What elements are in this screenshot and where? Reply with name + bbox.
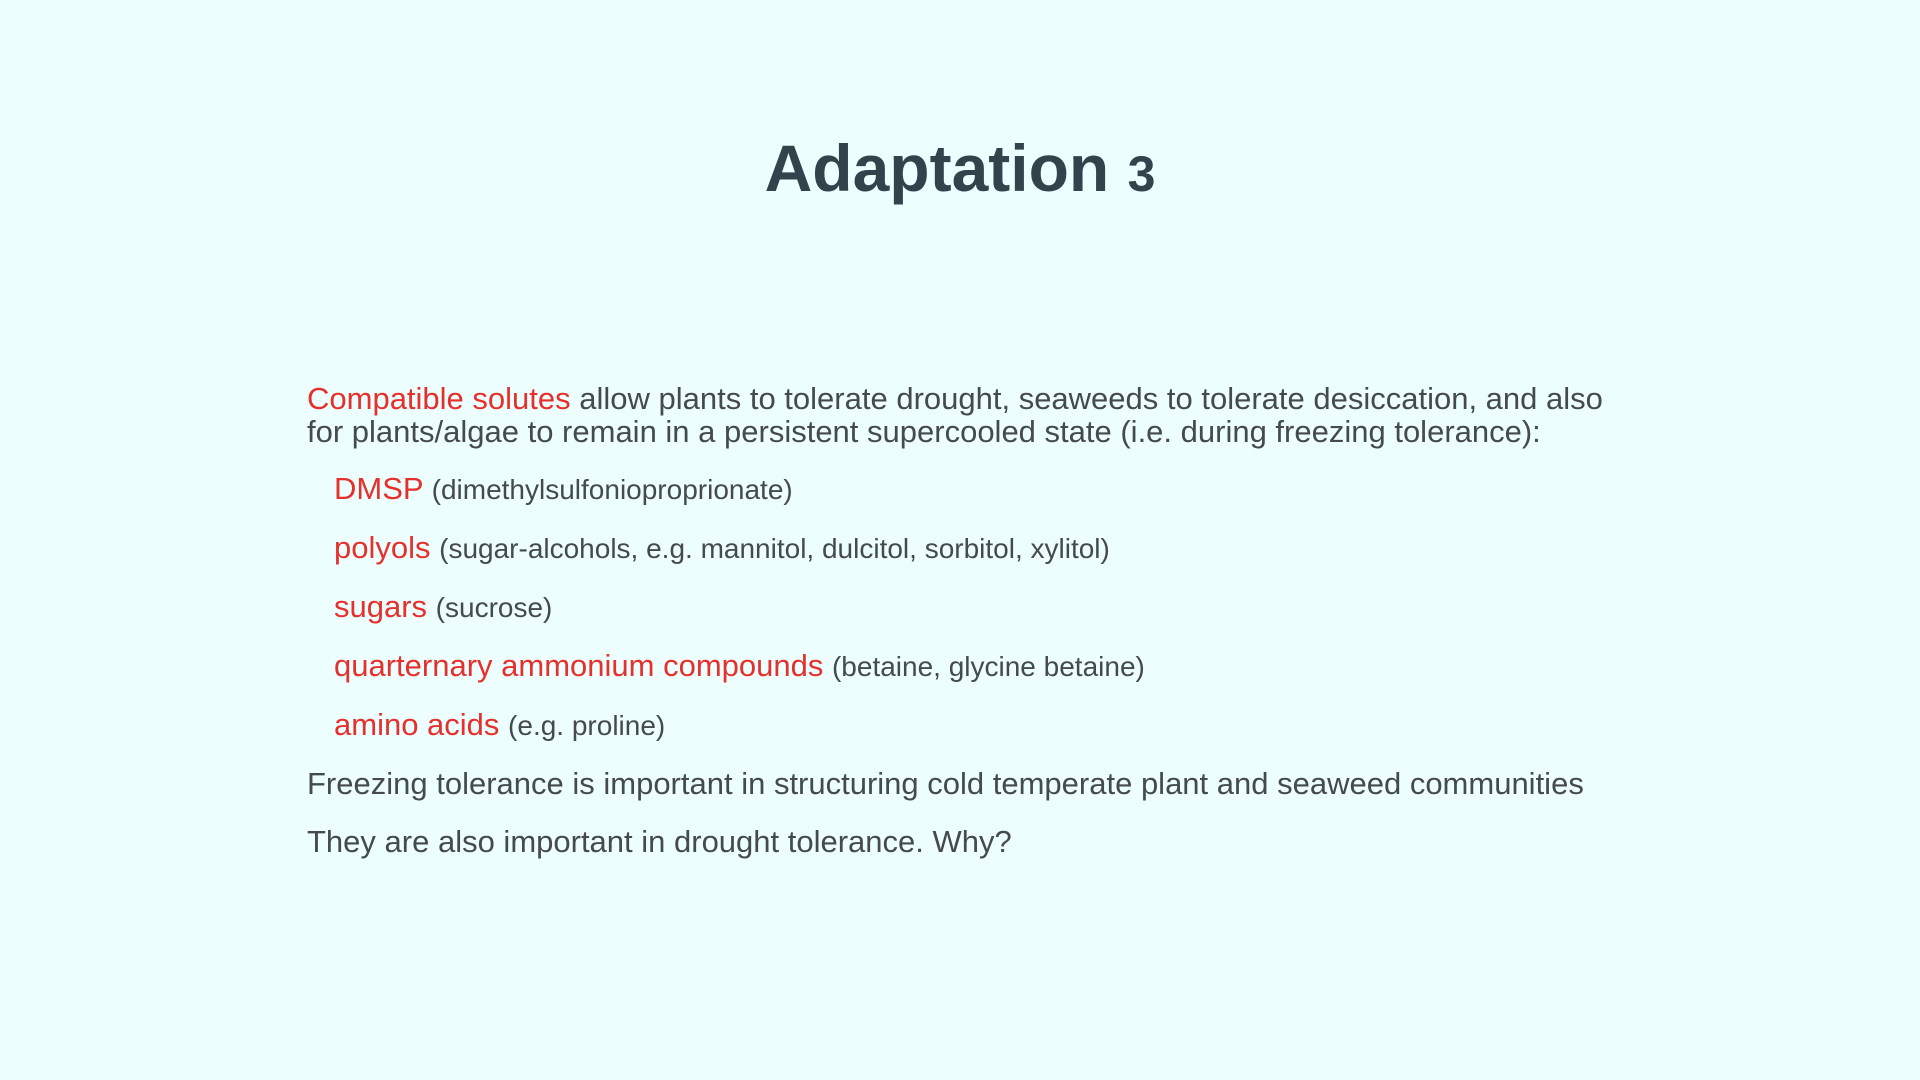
intro-highlight: Compatible solutes: [307, 381, 571, 416]
freezing-paragraph: Freezing tolerance is important in struc…: [307, 766, 1584, 801]
list-item-detail: (sucrose): [435, 592, 553, 623]
drought-paragraph: They are also important in drought toler…: [307, 824, 1012, 859]
list-item-detail: (sugar-alcohols, e.g. mannitol, dulcitol…: [439, 533, 1110, 564]
slide-title-number: 3: [1127, 146, 1156, 202]
list-item: sugars (sucrose): [334, 590, 1647, 624]
list-item: DMSP (dimethylsulfonioproprionate): [334, 472, 1647, 506]
intro-paragraph: Compatible solutes allow plants to toler…: [307, 382, 1647, 448]
list-item-detail: (dimethylsulfonioproprionate): [431, 474, 793, 505]
list-item-term: sugars: [334, 589, 428, 624]
slide-title: Adaptation 3: [0, 128, 1920, 214]
list-item: amino acids (e.g. proline): [334, 708, 1647, 742]
list-item-term: amino acids: [334, 707, 500, 742]
list-item-term: polyols: [334, 530, 431, 565]
solute-list: DMSP (dimethylsulfonioproprionate) polyo…: [307, 472, 1647, 742]
list-item: quarternary ammonium compounds (betaine,…: [334, 649, 1647, 683]
list-item-detail: (e.g. proline): [508, 710, 666, 741]
slide-body: Compatible solutes allow plants to toler…: [307, 382, 1647, 883]
intro-text: allow plants to tolerate drought, seawee…: [307, 381, 1603, 449]
slide-title-text: Adaptation: [764, 131, 1110, 205]
list-item-term: DMSP: [334, 471, 424, 506]
list-item-term: quarternary ammonium compounds: [334, 648, 824, 683]
list-item: polyols (sugar-alcohols, e.g. mannitol, …: [334, 531, 1647, 565]
list-item-detail: (betaine, glycine betaine): [831, 651, 1145, 682]
